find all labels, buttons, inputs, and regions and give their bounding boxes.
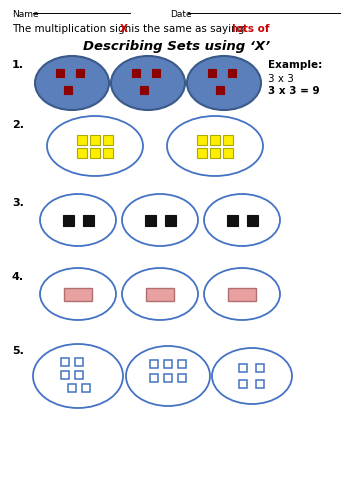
Text: X: X (120, 24, 128, 34)
Bar (178, 374, 186, 382)
Bar (144, 214, 155, 226)
Bar (239, 364, 247, 372)
Text: 2.: 2. (12, 120, 24, 130)
Text: 1.: 1. (12, 60, 24, 70)
Bar (208, 69, 216, 77)
Bar (256, 364, 264, 372)
Ellipse shape (212, 348, 292, 404)
Bar (223, 148, 233, 158)
Bar (152, 69, 160, 77)
Bar (178, 360, 186, 368)
Bar (90, 148, 100, 158)
Text: 4.: 4. (12, 272, 24, 282)
Bar (146, 288, 174, 300)
Bar (228, 288, 256, 300)
Ellipse shape (111, 56, 185, 110)
Ellipse shape (122, 268, 198, 320)
Ellipse shape (187, 56, 261, 110)
Bar (210, 148, 220, 158)
Bar (103, 148, 113, 158)
Bar (228, 69, 236, 77)
Bar (68, 384, 76, 392)
Bar (150, 360, 158, 368)
Bar (227, 214, 238, 226)
Text: 3.: 3. (12, 198, 24, 208)
Ellipse shape (35, 56, 109, 110)
Bar (239, 380, 247, 388)
Bar (223, 134, 233, 144)
Text: 3 x 3 = 9: 3 x 3 = 9 (268, 86, 320, 96)
Bar (165, 214, 176, 226)
Text: Date: Date (170, 10, 192, 19)
Bar (103, 134, 113, 144)
Bar (61, 358, 69, 366)
Bar (216, 86, 224, 94)
Ellipse shape (167, 116, 263, 176)
Bar (197, 134, 207, 144)
Bar (210, 134, 220, 144)
Bar (75, 358, 83, 366)
Bar (246, 214, 257, 226)
Ellipse shape (40, 194, 116, 246)
Text: is the same as saying: is the same as saying (128, 24, 248, 34)
Text: lots of: lots of (232, 24, 269, 34)
Bar (90, 134, 100, 144)
Ellipse shape (33, 344, 123, 408)
Ellipse shape (126, 346, 210, 406)
Bar (63, 214, 74, 226)
Ellipse shape (204, 194, 280, 246)
Bar (140, 86, 148, 94)
Bar (82, 384, 90, 392)
Bar (64, 86, 72, 94)
Text: Describing Sets using ‘X’: Describing Sets using ‘X’ (84, 40, 270, 53)
Ellipse shape (122, 194, 198, 246)
Text: Example:: Example: (268, 60, 322, 70)
Bar (61, 371, 69, 379)
Bar (56, 69, 64, 77)
Bar (82, 214, 93, 226)
Ellipse shape (47, 116, 143, 176)
Bar (75, 371, 83, 379)
Bar (150, 374, 158, 382)
Bar (132, 69, 140, 77)
Text: 3 x 3: 3 x 3 (268, 74, 294, 84)
Text: Name: Name (12, 10, 39, 19)
Bar (164, 374, 172, 382)
Bar (76, 69, 84, 77)
Ellipse shape (204, 268, 280, 320)
Bar (77, 134, 87, 144)
Text: 5.: 5. (12, 346, 24, 356)
Bar (197, 148, 207, 158)
Ellipse shape (40, 268, 116, 320)
Text: The multiplication sign: The multiplication sign (12, 24, 135, 34)
Bar (256, 380, 264, 388)
Bar (64, 288, 92, 300)
Bar (164, 360, 172, 368)
Bar (77, 148, 87, 158)
